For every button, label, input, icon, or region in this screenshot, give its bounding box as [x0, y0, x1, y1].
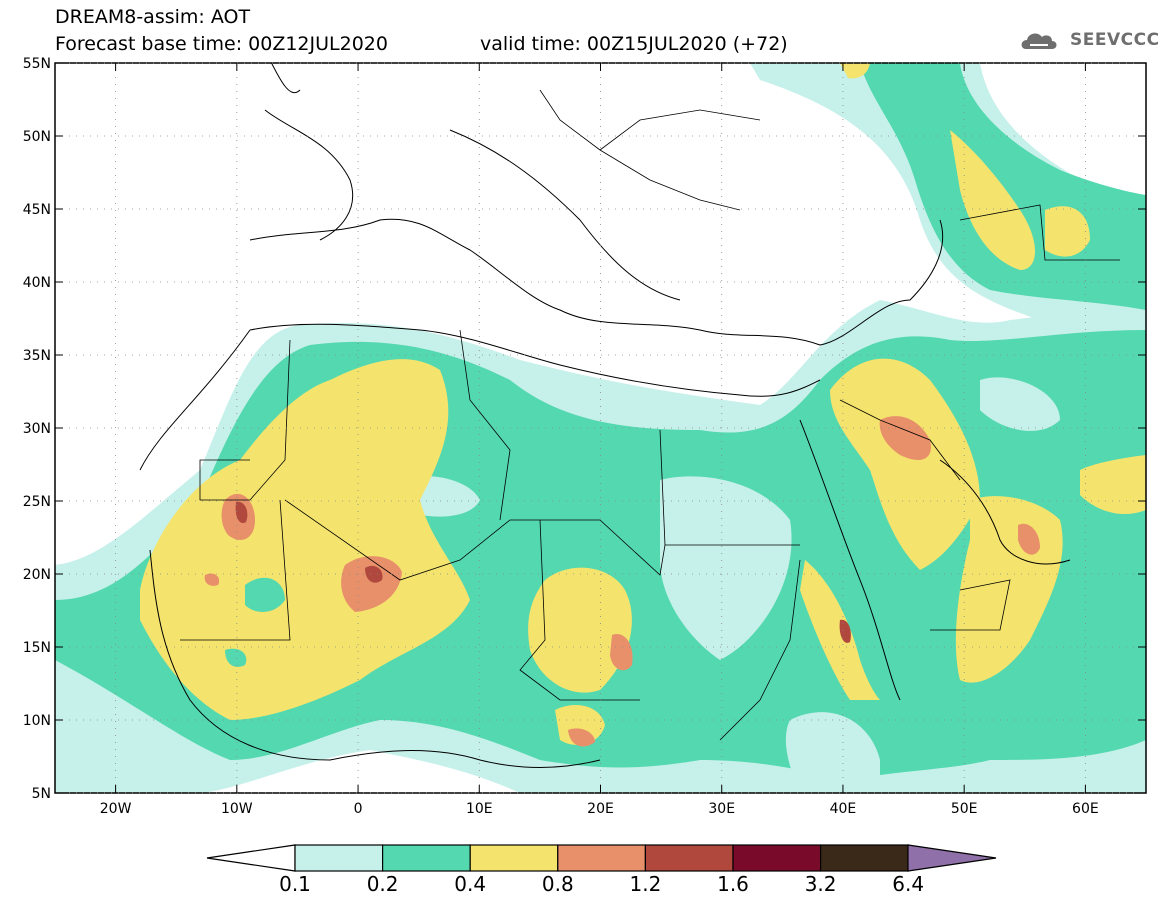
- lat-label: 40N: [23, 275, 51, 291]
- lon-label: 50E: [951, 801, 978, 817]
- axis-ticks: [55, 62, 1146, 794]
- colorbar-swatch: [469, 844, 559, 872]
- lon-label: 10E: [466, 801, 493, 817]
- map-title: DREAM8-assim: AOT: [55, 6, 251, 28]
- coastlines: [139, 63, 1071, 768]
- lat-label: 30N: [23, 421, 51, 437]
- lat-label: 55N: [23, 56, 51, 72]
- borders: [180, 89, 1120, 741]
- lat-label: 50N: [23, 129, 51, 145]
- lat-label: 5N: [32, 786, 51, 802]
- seevccc-logo: SEEVCCC: [1070, 30, 1160, 50]
- lon-label: 60E: [1072, 801, 1099, 817]
- lat-label: 35N: [23, 348, 51, 364]
- colorbar-label: 0.2: [367, 872, 399, 896]
- lon-label: 10W: [221, 801, 253, 817]
- lon-label: 40E: [830, 801, 857, 817]
- colorbar-label: 0.8: [542, 872, 574, 896]
- colorbar-low-arrow: [206, 844, 296, 872]
- colorbar-label: 0.1: [279, 872, 311, 896]
- colorbar-swatch: [294, 844, 384, 872]
- colorbar-label: 3.2: [805, 872, 837, 896]
- aot-holes: [225, 577, 285, 667]
- colorbar-swatch: [819, 844, 909, 872]
- latitude-labels: 55N 50N 45N 40N 35N 30N 25N 20N 15N 10N 5N: [23, 56, 51, 802]
- cloud-logo-icon: [1021, 33, 1057, 49]
- lat-label: 15N: [23, 640, 51, 656]
- lon-label: 20W: [100, 801, 132, 817]
- colorbar-high-arrow: [907, 844, 997, 872]
- colorbar-label: 1.2: [629, 872, 661, 896]
- longitude-labels: 20W 10W 0 10E 20E 30E 40E 50E 60E: [100, 801, 1099, 817]
- lat-label: 45N: [23, 202, 51, 218]
- aot-level-0.4: [140, 63, 1146, 745]
- aot-field: [55, 63, 1146, 793]
- lon-label: 30E: [708, 801, 735, 817]
- graticule: [55, 62, 1146, 794]
- colorbar-label: 0.4: [454, 872, 486, 896]
- lon-label: 20E: [587, 801, 614, 817]
- lat-label: 20N: [23, 567, 51, 583]
- colorbar-label: 1.6: [717, 872, 749, 896]
- colorbar-swatch: [732, 844, 822, 872]
- colorbar: 0.1 0.2 0.4 0.8 1.2 1.6 3.2 6.4: [206, 844, 997, 896]
- lat-label: 25N: [23, 494, 51, 510]
- aot-level-1.2: [235, 501, 851, 643]
- colorbar-label: 6.4: [892, 872, 924, 896]
- lon-label: 0: [354, 801, 363, 817]
- valid-time: valid time: 00Z15JUL2020 (+72): [480, 33, 788, 55]
- lat-label: 10N: [23, 713, 51, 729]
- colorbar-swatch: [644, 844, 734, 872]
- colorbar-swatch: [382, 844, 471, 872]
- forecast-base-time: Forecast base time: 00Z12JUL2020: [55, 33, 388, 55]
- colorbar-swatch: [557, 844, 646, 872]
